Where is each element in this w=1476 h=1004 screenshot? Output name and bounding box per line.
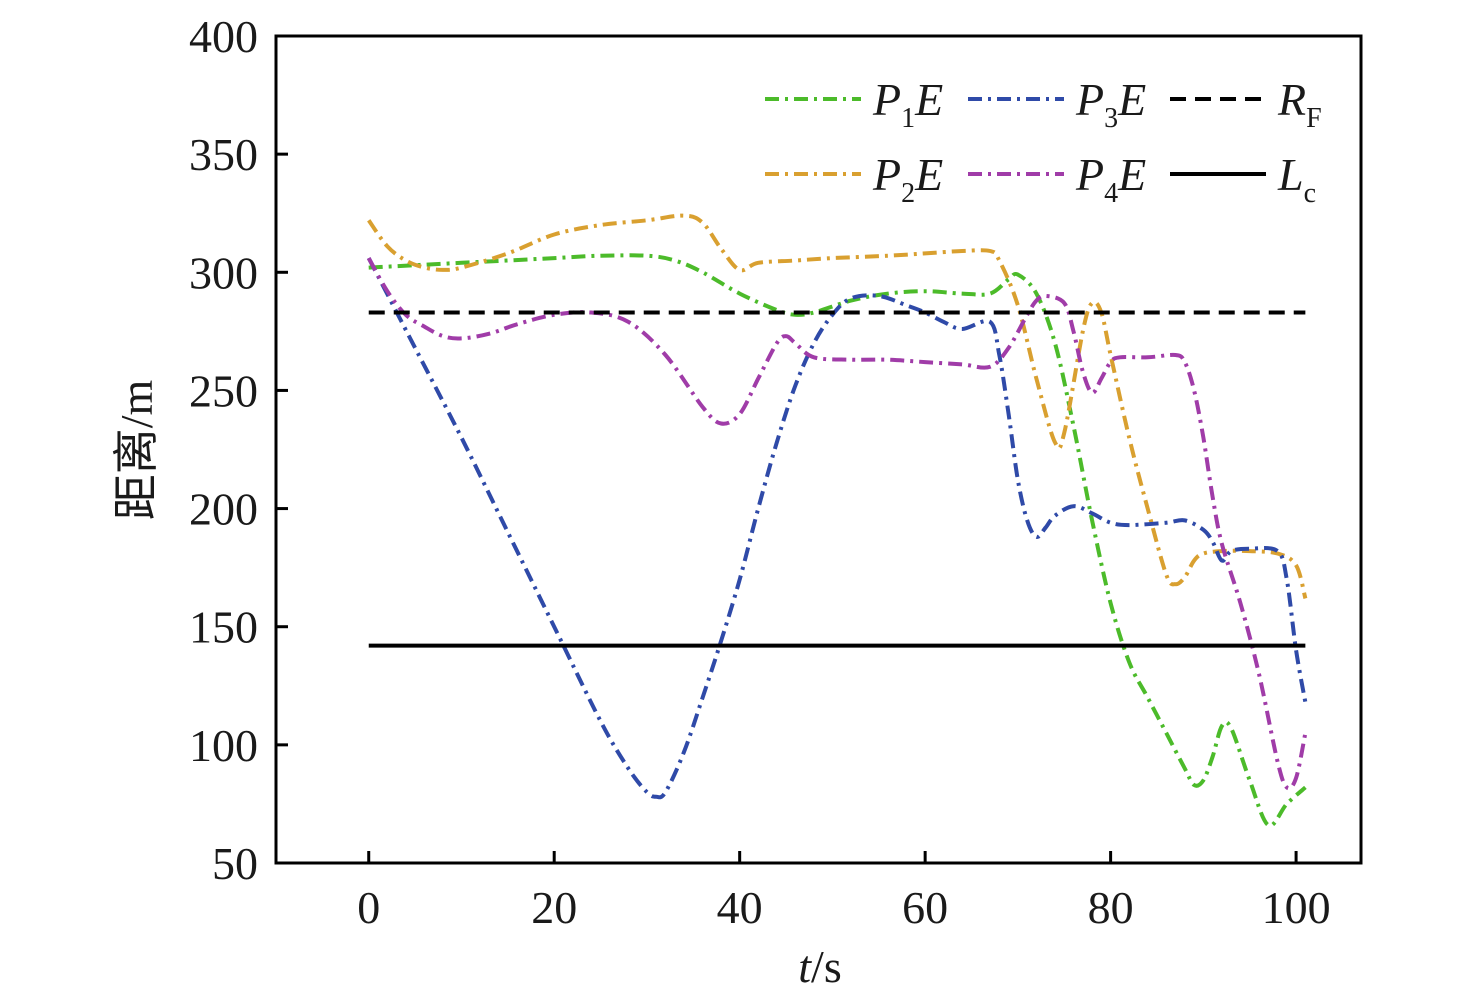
legend-item-p1e: P1E [765,74,943,134]
x-tick-label: 0 [357,882,380,933]
x-axis-label: t/s [798,941,841,992]
legend-item-lc: Lc [1170,149,1316,209]
y-tick-label: 200 [189,484,258,535]
series-line-p4e [366,257,1308,791]
x-tick-label: 80 [1088,882,1134,933]
y-tick-label: 50 [212,838,258,889]
legend-item-p4e: P4E [968,149,1146,209]
y-tick-label: 150 [189,602,258,653]
x-axis-ticks: 0 20 40 60 80 100 [357,851,1331,933]
legend-label: Lc [1277,149,1316,209]
legend: P1E P3E RF P2E P4E Lc [765,74,1322,209]
legend-item-rf: RF [1170,74,1322,134]
series-line-p2e [367,213,1308,599]
y-tick-label: 250 [189,365,258,416]
y-tick-label: 400 [189,11,258,62]
legend-item-p2e: P2E [765,149,943,209]
y-tick-label: 350 [189,129,258,180]
series-line-p1e [368,253,1307,828]
x-axis-label-variable: t [798,941,812,992]
y-tick-label: 100 [189,720,258,771]
y-axis-label: 距离/m [111,380,162,521]
x-axis-label-unit: /s [811,941,842,992]
y-axis-ticks: 50 100 150 200 250 300 350 400 [189,11,288,889]
x-tick-label: 60 [902,882,948,933]
y-tick-label: 300 [189,247,258,298]
legend-label: P2E [872,149,943,209]
plot-lines [366,213,1308,828]
legend-item-p3e: P3E [968,74,1146,134]
x-tick-label: 40 [717,882,763,933]
x-tick-label: 20 [531,882,577,933]
x-tick-label: 100 [1262,882,1331,933]
legend-label: P1E [872,74,943,134]
legend-label: P3E [1075,74,1146,134]
legend-label: P4E [1075,149,1146,209]
legend-label: RF [1277,74,1322,134]
plot-frame [274,34,1363,865]
series-line-p3e [366,257,1308,800]
